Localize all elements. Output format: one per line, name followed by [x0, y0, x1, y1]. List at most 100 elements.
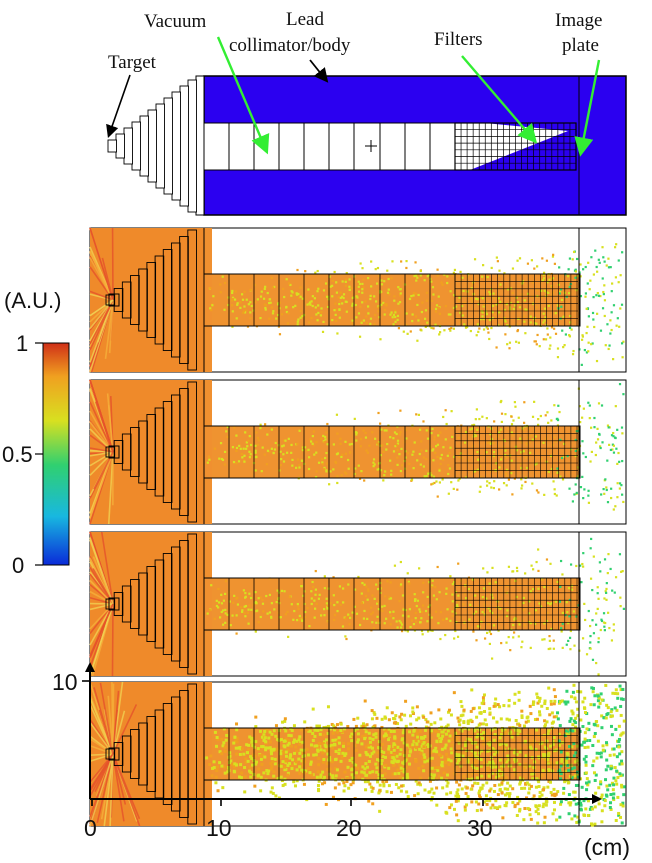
dose-pixel — [568, 285, 571, 288]
dose-pixel — [249, 771, 253, 775]
dose-pixel — [297, 757, 301, 761]
dose-pixel — [338, 308, 341, 311]
dose-pixel — [399, 766, 403, 770]
dose-pixel — [477, 802, 481, 806]
dose-pixel — [573, 760, 577, 764]
dose-pixel — [597, 597, 600, 600]
dose-pixel — [335, 308, 338, 311]
dose-pixel — [571, 500, 575, 503]
dose-pixel — [485, 417, 488, 420]
dose-pixel — [316, 749, 320, 753]
dose-pixel — [499, 607, 502, 610]
dose-pixel — [511, 434, 514, 437]
dose-pixel — [494, 697, 498, 701]
dose-pixel — [389, 614, 392, 617]
dose-pixel — [584, 455, 587, 459]
dose-pixel — [450, 481, 453, 484]
dose-pixel — [596, 699, 600, 703]
dose-pixel — [510, 472, 513, 475]
x-tick-label-0: 0 — [84, 815, 97, 841]
dose-pixel — [445, 811, 449, 815]
dose-pixel — [364, 788, 368, 792]
dose-pixel — [324, 438, 327, 441]
dose-pixel — [549, 344, 552, 347]
dose-pixel — [605, 741, 609, 745]
dose-pixel — [523, 421, 526, 424]
dose-pixel — [339, 291, 342, 294]
dose-pixel — [514, 758, 518, 762]
dose-pixel — [438, 481, 441, 484]
dose-pixel — [471, 427, 474, 430]
dose-pixel — [459, 270, 462, 273]
dose-pixel — [575, 257, 579, 261]
dose-pixel — [457, 594, 460, 597]
dose-pixel — [614, 576, 618, 579]
dose-pixel — [285, 306, 288, 309]
dose-pixel — [545, 706, 549, 710]
dose-pixel — [510, 733, 514, 737]
dose-pixel — [478, 594, 482, 597]
dose-pixel — [543, 638, 546, 641]
dose-pixel — [540, 773, 544, 777]
dose-pixel — [518, 723, 522, 727]
dose-pixel — [317, 304, 320, 307]
dose-pixel — [498, 488, 501, 491]
dose-pixel — [579, 777, 583, 781]
dose-pixel — [585, 788, 589, 792]
dose-pixel — [440, 737, 444, 741]
dose-pixel — [533, 267, 536, 270]
dose-pixel — [308, 771, 312, 775]
target-step — [147, 109, 157, 183]
dose-pixel — [325, 431, 328, 434]
dose-pixel — [530, 772, 534, 776]
dose-pixel — [426, 321, 429, 324]
dose-pixel — [612, 753, 616, 757]
dose-pixel — [365, 745, 369, 749]
dose-pixel — [591, 764, 595, 768]
dose-pixel — [605, 582, 608, 585]
y-axis-arrowhead — [85, 662, 95, 672]
dose-pixel — [522, 601, 525, 605]
target-step — [162, 249, 173, 351]
dose-pixel — [513, 757, 517, 761]
dose-pixel — [590, 450, 593, 453]
dose-pixel — [582, 497, 585, 500]
dose-pixel — [508, 784, 512, 788]
dose-pixel — [224, 738, 228, 742]
dose-pixel — [359, 437, 363, 441]
dose-pixel — [265, 728, 269, 732]
dose-pixel — [235, 752, 239, 756]
dose-pixel — [263, 755, 267, 759]
dose-pixel — [620, 821, 624, 825]
dose-pixel — [315, 441, 318, 444]
dose-pixel — [418, 608, 421, 611]
dose-pixel — [266, 291, 269, 295]
dose-pixel — [503, 308, 506, 312]
dose-pixel — [492, 738, 496, 742]
dose-pixel — [556, 356, 560, 359]
dose-pixel — [231, 310, 234, 313]
dose-pixel — [351, 302, 354, 305]
dose-pixel — [608, 783, 612, 787]
dose-pixel — [415, 718, 419, 722]
dose-pixel — [621, 804, 625, 808]
dose-pixel — [430, 796, 434, 800]
dose-pixel — [329, 470, 332, 473]
dose-pixel — [573, 696, 577, 700]
dose-pixel — [530, 742, 534, 746]
dose-pixel — [395, 754, 399, 758]
dose-pixel — [317, 745, 321, 749]
dose-pixel — [525, 796, 529, 800]
dose-pixel — [271, 312, 275, 315]
dose-pixel — [565, 689, 569, 693]
dose-pixel — [357, 464, 360, 467]
dose-pixel — [442, 458, 445, 461]
dose-pixel — [360, 742, 364, 746]
dose-pixel — [584, 265, 587, 269]
dose-pixel — [419, 274, 422, 277]
dose-pixel — [449, 290, 452, 293]
dose-pixel — [463, 592, 467, 595]
dose-pixel — [532, 794, 536, 798]
dose-pixel — [556, 304, 559, 307]
dose-pixel — [263, 729, 267, 733]
